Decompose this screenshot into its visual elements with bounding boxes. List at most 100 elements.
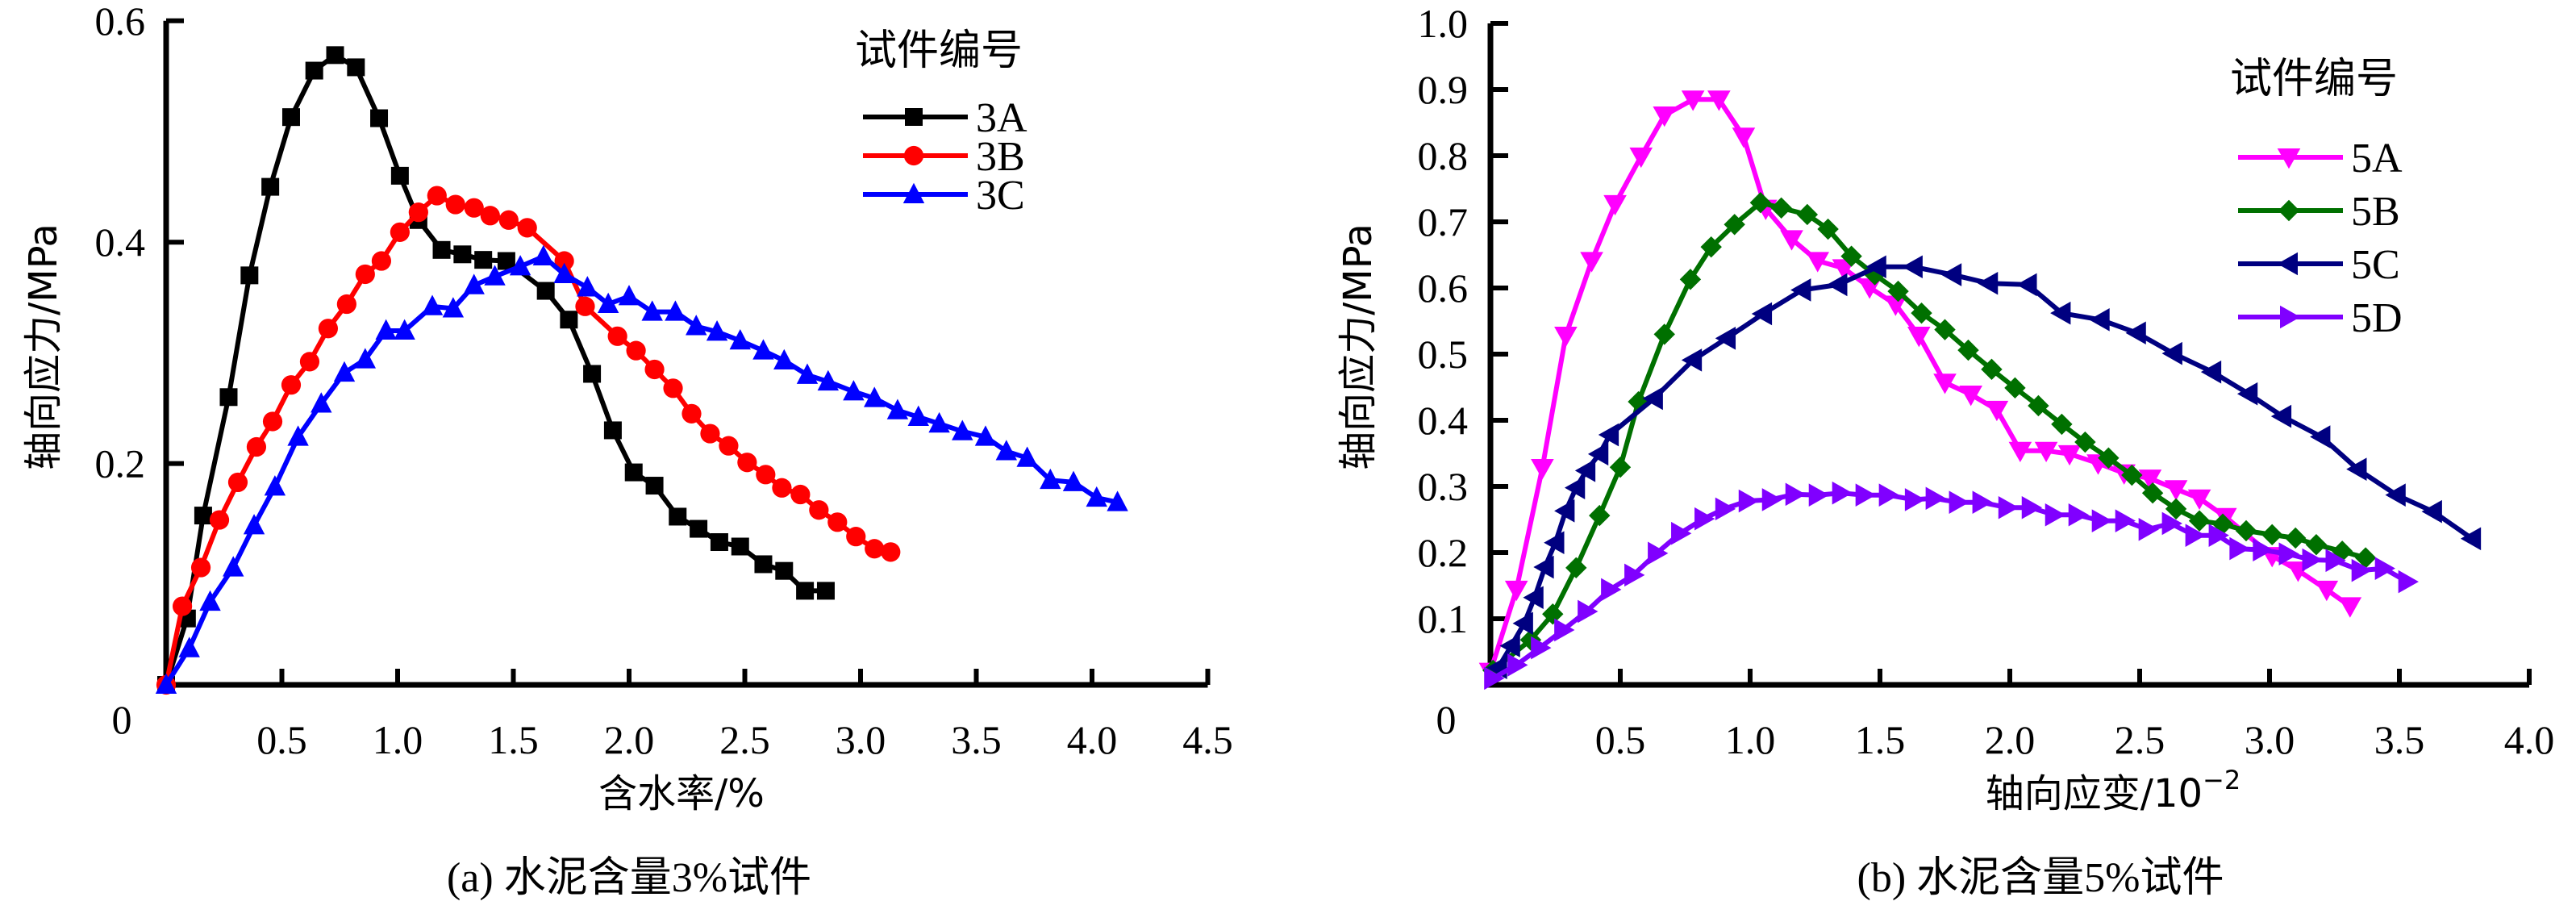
chart-a-x-tick-label: 2.0 — [604, 717, 655, 762]
chart-a-point-3B — [246, 436, 267, 457]
chart-a-y-axis-label: 轴向应力/MPa — [21, 223, 66, 470]
chart-a-point-3C — [886, 398, 909, 419]
chart-b-legend-marker-5A — [2277, 148, 2301, 169]
chart-b-legend-marker-5C — [2277, 252, 2298, 276]
chart-a-point-3C — [665, 300, 686, 321]
chart-b-point-5D — [1904, 488, 1926, 511]
chart-a-point-3B — [756, 465, 776, 485]
chart-a-point-3C — [773, 348, 795, 370]
chart-a-point-3C — [484, 265, 506, 286]
chart-a-point-3B — [408, 202, 428, 223]
chart-a-point-3A — [219, 388, 238, 407]
chart-a-point-3C — [375, 319, 397, 340]
chart-a-point-3C — [928, 411, 950, 433]
chart-a-point-3A — [261, 177, 280, 196]
chart-b-x-tick-label: 3.5 — [2374, 717, 2425, 762]
chart-a-point-3B — [575, 296, 595, 316]
chart-b-point-5C — [1598, 423, 1619, 447]
chart-b-origin-label: 0 — [1436, 697, 1457, 742]
chart-a-point-3C — [577, 276, 598, 297]
chart-a-point-3B — [371, 251, 392, 271]
chart-a-point-3C — [1040, 468, 1061, 490]
chart-a-point-3C — [907, 405, 929, 426]
chart-a-point-3C — [1086, 486, 1107, 507]
chart-a-point-3B — [336, 294, 356, 315]
chart-b-point-5D — [1855, 483, 1876, 507]
chart-a-x-tick-label: 1.5 — [488, 717, 539, 762]
chart-b-point-5B — [1981, 358, 2003, 381]
chart-b-point-5A — [1554, 327, 1578, 348]
chart-b-y-tick-label: 0.2 — [1418, 530, 1469, 575]
chart-b-legend-label: 5D — [2351, 295, 2403, 341]
chart-b-point-5B — [1770, 197, 1792, 219]
chart-a-point-3B — [682, 403, 702, 424]
chart-a-point-3C — [641, 300, 663, 321]
chart-b-point-5C — [1940, 263, 1962, 286]
chart-a-point-3C — [394, 319, 415, 340]
chart-a-point-3A — [775, 561, 794, 580]
chart-b-legend-label: 5B — [2351, 189, 2400, 235]
chart-a-point-3C — [333, 361, 356, 382]
chart-a-point-3B — [390, 222, 410, 242]
chart-a-point-3B — [644, 359, 665, 380]
chart-b-point-5D — [2021, 495, 2043, 520]
chart-b-series-5C — [1486, 255, 2482, 679]
chart-b-point-5C — [1587, 442, 1609, 466]
chart-a-point-3C — [553, 262, 575, 283]
chart-b-point-5D — [1715, 497, 1736, 521]
chart-b-point-5B — [2051, 413, 2073, 436]
chart-a-point-3B — [464, 198, 484, 218]
chart-b-point-5B — [2004, 377, 2026, 399]
chart-a-point-3C — [974, 425, 997, 446]
chart-b-point-5D — [1484, 666, 1505, 691]
chart-b-point-5C — [2310, 425, 2331, 449]
chart-a-point-3C — [796, 363, 819, 384]
chart-a-point-3C — [463, 273, 485, 294]
chart-a-y-tick-label: 0.4 — [95, 219, 146, 265]
chart-b-point-5C — [1512, 611, 1533, 636]
chart-a-point-3A — [326, 46, 344, 65]
chart-b-y-axis-label: 轴向应力/MPa — [1336, 223, 1381, 470]
chart-b-legend-marker-5B — [2278, 199, 2300, 222]
chart-a-point-3C — [223, 556, 244, 577]
chart-b-point-5C — [2161, 341, 2182, 365]
chart-a-legend-item-3A: 3A — [863, 95, 1027, 141]
chart-a-series-3C — [155, 244, 1128, 694]
chart-b-point-5A — [1580, 252, 1603, 273]
chart-b-point-5D — [1738, 489, 1760, 513]
chart-a-legend-label: 3A — [976, 95, 1027, 141]
chart-a-point-3B — [663, 378, 683, 398]
chart-b-point-5C — [2346, 457, 2367, 481]
chart-b-legend: 试件编号 5A 5B 5C 5D — [2230, 55, 2403, 341]
chart-b-point-5C — [1865, 255, 1886, 279]
chart-b-series-5B — [1482, 192, 2377, 682]
chart-b-point-5B — [2261, 524, 2283, 546]
chart-b-point-5D — [2138, 518, 2159, 541]
chart-b-legend-item-5B: 5B — [2238, 189, 2400, 235]
chart-a-point-3B — [172, 596, 193, 616]
chart-b-point-5A — [1707, 90, 1731, 111]
chart-b-point-5B — [1934, 319, 1956, 340]
chart-b-point-5B — [2165, 498, 2187, 520]
chart-b-point-5B — [2028, 394, 2049, 417]
chart-b-point-5C — [2050, 301, 2071, 325]
chart-b-line-5A — [1488, 97, 2352, 673]
chart-a-point-3B — [809, 500, 829, 520]
chart-b-point-5B — [2188, 510, 2211, 532]
chart-b-legend-marker-5D — [2280, 305, 2301, 329]
chart-b-axes: 0.5 1.0 1.5 2.0 2.5 3.0 3.5 4.0 0.1 0.2 0.3 0.4 0.5 0… — [1418, 1, 2555, 762]
chart-b-point-5D — [1998, 495, 2020, 520]
chart-b-point-5B — [2235, 520, 2257, 542]
chart-b-point-5B — [2285, 527, 2307, 549]
chart-b-point-5B — [2354, 547, 2377, 569]
chart-b-point-5D — [2185, 524, 2206, 547]
chart-a-point-3B — [881, 542, 901, 562]
chart-a-point-3A — [816, 582, 835, 600]
chart-a-origin-label: 0 — [112, 697, 132, 742]
chart-a-point-3B — [700, 424, 720, 444]
chart-a-x-tick-label: 0.5 — [256, 717, 307, 762]
chart-b-axis-lines — [1487, 23, 2529, 688]
chart-b-point-5C — [1554, 499, 1575, 523]
chart-b-point-5A — [1884, 295, 1907, 316]
chart-b-point-5D — [1578, 599, 1599, 624]
